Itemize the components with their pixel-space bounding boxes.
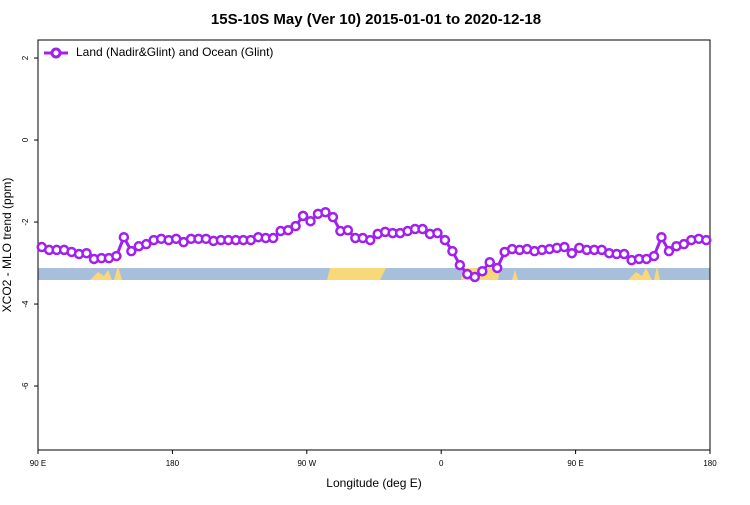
data-point (282, 224, 294, 236)
data-point (327, 211, 339, 223)
map-band (38, 266, 710, 280)
legend: Land (Nadir&Glint) and Ocean (Glint) (44, 45, 273, 59)
data-point (701, 234, 712, 246)
x-tick-label: 180 (166, 459, 180, 468)
data-point (417, 223, 428, 235)
y-tick-label: 2 (21, 55, 30, 60)
land (628, 268, 652, 280)
data-point (141, 238, 152, 250)
data-point (297, 210, 309, 222)
data-point (290, 220, 301, 232)
x-tick-label: 90 E (30, 459, 46, 468)
legend-label: Land (Nadir&Glint) and Ocean (Glint) (76, 45, 273, 59)
data-point (432, 227, 443, 239)
x-tick-label: 90 W (297, 459, 316, 468)
data-point (365, 234, 376, 246)
data-point (439, 234, 451, 246)
data-point (305, 215, 316, 227)
chart-title: 15S-10S May (Ver 10) 2015-01-01 to 2020-… (211, 11, 541, 28)
data-point (663, 245, 675, 257)
data-point (678, 238, 690, 250)
land (90, 270, 112, 280)
y-tick-label: -4 (21, 300, 30, 308)
data-point (320, 206, 331, 218)
data-point (118, 231, 130, 243)
x-axis-label: Longitude (deg E) (326, 476, 421, 490)
data-point (447, 245, 458, 257)
data-point (454, 259, 466, 271)
legend-marker (50, 47, 62, 59)
x-tick-label: 90 E (567, 459, 583, 468)
data-point (648, 250, 660, 262)
data-point (566, 247, 578, 259)
x-tick-label: 180 (703, 459, 717, 468)
y-tick-label: -6 (21, 382, 30, 390)
land (114, 266, 122, 280)
land (512, 270, 518, 280)
data-point (477, 265, 488, 277)
y-tick-label: 0 (21, 137, 30, 142)
x-tick-label: 0 (439, 459, 444, 468)
data-point (469, 271, 481, 283)
data-point (559, 241, 570, 253)
land (654, 266, 660, 280)
data-point (618, 248, 630, 260)
data-point (484, 256, 495, 268)
y-tick-label: -2 (21, 218, 30, 226)
data-point (267, 232, 279, 244)
data-point (491, 262, 503, 274)
data-point (81, 247, 92, 259)
y-axis-label: XCO2 - MLO trend (ppm) (0, 178, 14, 313)
data-point (111, 250, 122, 262)
data-point (342, 224, 354, 236)
data-point (656, 231, 667, 243)
data-point (126, 245, 137, 257)
land (327, 268, 386, 280)
